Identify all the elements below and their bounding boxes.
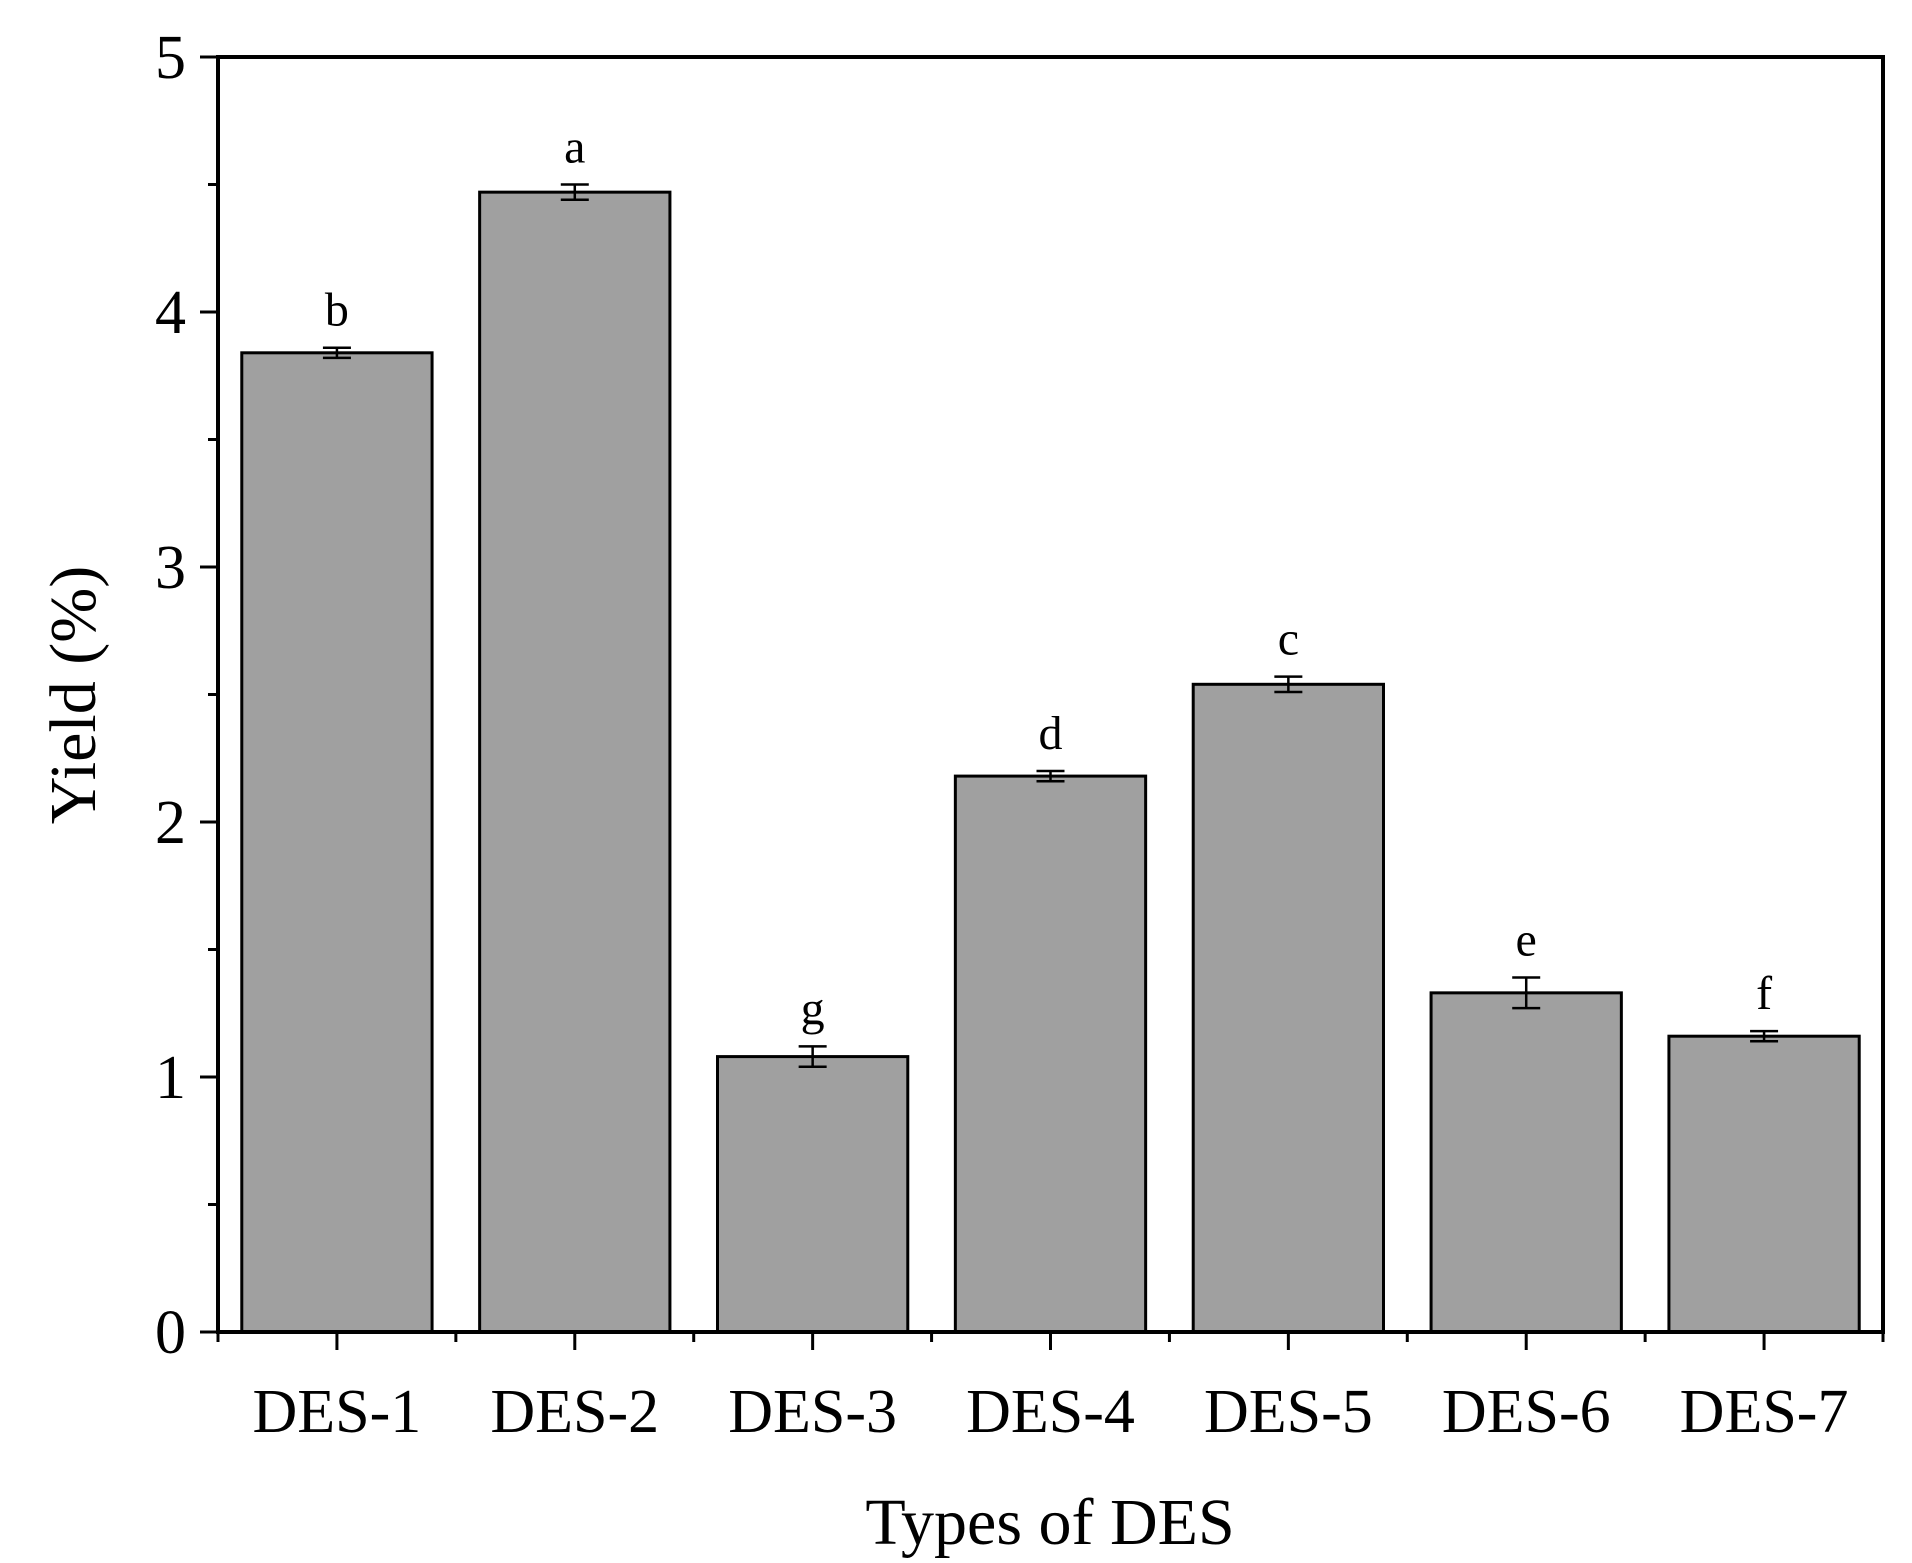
y-tick-label-4: 4 bbox=[155, 279, 186, 347]
x-tick-label-des-4: DES-4 bbox=[966, 1378, 1135, 1446]
x-tick-label-des-1: DES-1 bbox=[253, 1378, 422, 1446]
significance-label-des-6: e bbox=[1516, 914, 1537, 967]
bar-des-1 bbox=[240, 351, 434, 1334]
error-bar-des-1 bbox=[322, 346, 351, 360]
error-bar-des-6 bbox=[1512, 976, 1541, 1010]
bar-des-4 bbox=[953, 774, 1148, 1334]
significance-label-des-4: d bbox=[1039, 707, 1063, 760]
x-tick-label-des-2: DES-2 bbox=[490, 1378, 659, 1446]
bar-des-7 bbox=[1667, 1034, 1861, 1334]
y-tick-label-5: 5 bbox=[155, 24, 186, 92]
error-bar-des-4 bbox=[1036, 769, 1065, 783]
x-tick-label-des-6: DES-6 bbox=[1442, 1378, 1611, 1446]
error-bar-des-7 bbox=[1750, 1029, 1779, 1043]
bar-des-5 bbox=[1191, 682, 1385, 1334]
y-tick-label-0: 0 bbox=[155, 1299, 186, 1367]
significance-label-des-2: a bbox=[564, 121, 585, 174]
significance-label-des-7: f bbox=[1756, 967, 1772, 1020]
x-tick-label-des-7: DES-7 bbox=[1680, 1378, 1849, 1446]
significance-label-des-1: b bbox=[325, 284, 349, 337]
x-axis-title: Types of DES bbox=[865, 1486, 1234, 1559]
bar-des-2 bbox=[478, 190, 672, 1334]
significance-labels-layer: b a g d c e f bbox=[325, 121, 1772, 1036]
y-axis-title: Yield (%) bbox=[37, 566, 110, 824]
bars-layer bbox=[240, 190, 1861, 1334]
error-bar-des-3 bbox=[798, 1045, 827, 1069]
y-axis: 0 1 2 3 4 5 bbox=[155, 24, 218, 1367]
y-tick-label-2: 2 bbox=[155, 789, 186, 857]
error-bar-des-2 bbox=[560, 183, 589, 202]
bar-des-3 bbox=[716, 1055, 910, 1334]
error-bar-des-5 bbox=[1274, 675, 1303, 694]
x-axis: DES-1 DES-2 DES-3 DES-4 DES-5 DES-6 DES-7 bbox=[216, 1332, 1885, 1446]
x-tick-label-des-3: DES-3 bbox=[728, 1378, 897, 1446]
x-tick-label-des-5: DES-5 bbox=[1204, 1378, 1373, 1446]
bar-des-6 bbox=[1429, 991, 1623, 1334]
significance-label-des-3: g bbox=[801, 982, 825, 1035]
y-tick-label-3: 3 bbox=[155, 534, 186, 602]
significance-label-des-5: c bbox=[1278, 613, 1299, 666]
y-tick-label-1: 1 bbox=[155, 1044, 186, 1112]
error-bars-layer bbox=[322, 183, 1779, 1069]
